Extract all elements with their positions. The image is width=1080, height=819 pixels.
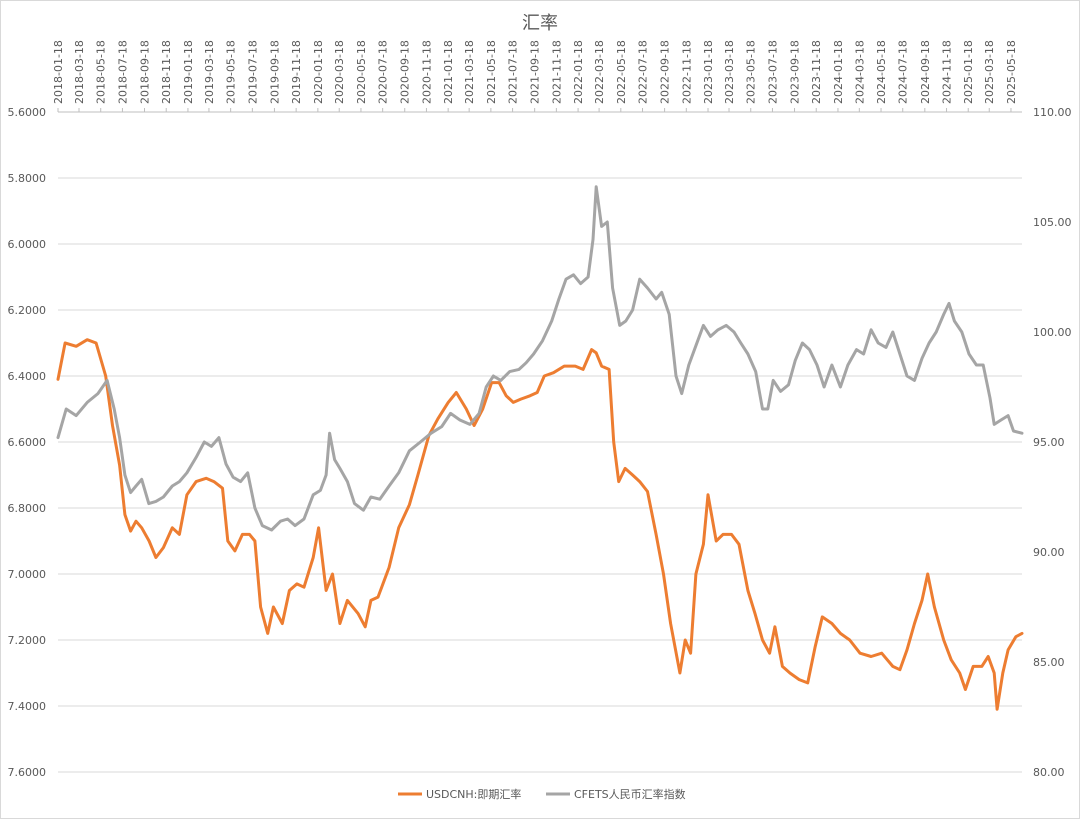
y-left-tick-label: 6.0000 xyxy=(8,238,47,251)
x-tick-label: 2024-01-18 xyxy=(832,40,845,104)
x-tick-label: 2020-11-18 xyxy=(420,40,433,104)
x-tick-label: 2019-07-18 xyxy=(246,40,259,104)
x-tick-label: 2020-09-18 xyxy=(399,40,412,104)
y-right-tick-label: 100.00 xyxy=(1033,326,1072,339)
x-tick-label: 2023-11-18 xyxy=(810,40,823,104)
x-tick-label: 2019-05-18 xyxy=(225,40,238,104)
y-left-tick-label: 7.4000 xyxy=(8,700,47,713)
y-left-tick-label: 7.0000 xyxy=(8,568,47,581)
x-tick-label: 2023-07-18 xyxy=(766,40,779,104)
x-tick-label: 2020-05-18 xyxy=(355,40,368,104)
x-tick-label: 2019-09-18 xyxy=(268,40,281,104)
x-tick-label: 2021-07-18 xyxy=(507,40,520,104)
x-tick-label: 2024-07-18 xyxy=(897,40,910,104)
x-tick-label: 2025-01-18 xyxy=(962,40,975,104)
y-right-tick-label: 105.00 xyxy=(1033,216,1072,229)
legend: USDCNH:即期汇率 CFETS人民币汇率指数 xyxy=(398,787,686,801)
x-tick-label: 2021-03-18 xyxy=(463,40,476,104)
x-tick-label: 2018-03-18 xyxy=(73,40,86,104)
x-tick-label: 2024-09-18 xyxy=(919,40,932,104)
chart-title: 汇率 xyxy=(522,13,558,34)
y-left-tick-label: 7.6000 xyxy=(8,766,47,779)
x-tick-label: 2022-03-18 xyxy=(593,40,606,104)
x-tick-label: 2023-05-18 xyxy=(745,40,758,104)
x-tick-label: 2019-03-18 xyxy=(203,40,216,104)
y-left-tick-label: 6.8000 xyxy=(8,502,47,515)
y-right-tick-label: 90.00 xyxy=(1033,546,1065,559)
x-tick-label: 2022-11-18 xyxy=(680,40,693,104)
series-lines xyxy=(56,185,1024,711)
x-tick-label: 2021-01-18 xyxy=(442,40,455,104)
y-left-tick-label: 6.6000 xyxy=(8,436,47,449)
y-axis-left: 5.6000 5.8000 6.0000 6.2000 6.4000 6.6000 6.80… xyxy=(8,106,47,779)
y-left-tick-label: 5.8000 xyxy=(8,172,47,185)
x-tick-label: 2020-03-18 xyxy=(333,40,346,104)
x-tick-label: 2024-03-18 xyxy=(853,40,866,104)
x-tick-label: 2020-07-18 xyxy=(377,40,390,104)
y-left-tick-label: 6.4000 xyxy=(8,370,47,383)
x-tick-label: 2023-03-18 xyxy=(723,40,736,104)
y-left-tick-label: 5.6000 xyxy=(8,106,47,119)
x-tick-label: 2018-09-18 xyxy=(139,40,152,104)
x-tick-label: 2019-01-18 xyxy=(182,40,195,104)
y-left-tick-label: 6.2000 xyxy=(8,304,47,317)
x-tick-label: 2019-11-18 xyxy=(290,40,303,104)
y-right-tick-label: 80.00 xyxy=(1033,766,1065,779)
x-tick-label: 2022-01-18 xyxy=(572,40,585,104)
usdcnh-line xyxy=(56,338,1024,711)
x-tick-label: 2025-03-18 xyxy=(983,40,996,104)
legend-label: USDCNH:即期汇率 xyxy=(426,787,521,801)
x-tick-label: 2022-05-18 xyxy=(615,40,628,104)
x-tick-label: 2018-11-18 xyxy=(160,40,173,104)
x-tick-label: 2022-07-18 xyxy=(637,40,650,104)
y-left-tick-label: 7.2000 xyxy=(8,634,47,647)
x-tick-label: 2022-09-18 xyxy=(659,40,672,104)
legend-label: CFETS人民币汇率指数 xyxy=(574,787,686,801)
x-tick-label: 2020-01-18 xyxy=(312,40,325,104)
y-axis-right: 110.00 105.00 100.00 95.00 90.00 85.00 80.00 xyxy=(1033,106,1072,779)
x-tick-label: 2018-07-18 xyxy=(116,40,129,104)
y-right-tick-label: 85.00 xyxy=(1033,656,1065,669)
x-tick-label: 2021-11-18 xyxy=(550,40,563,104)
x-tick-label: 2024-05-18 xyxy=(875,40,888,104)
x-tick-label: 2018-05-18 xyxy=(95,40,108,104)
x-tick-label: 2018-01-18 xyxy=(52,40,65,104)
cfets-index-line xyxy=(56,185,1024,532)
y-right-tick-label: 110.00 xyxy=(1033,106,1072,119)
x-tick-label: 2023-01-18 xyxy=(702,40,715,104)
x-tick-label: 2024-11-18 xyxy=(941,40,954,104)
x-tick-label: 2021-05-18 xyxy=(485,40,498,104)
x-tick-label: 2023-09-18 xyxy=(789,40,802,104)
x-tick-label: 2021-09-18 xyxy=(529,40,542,104)
x-tick-label: 2025-05-18 xyxy=(1005,40,1018,104)
y-right-tick-label: 95.00 xyxy=(1033,436,1065,449)
x-axis: 2018-01-18 2018-03-18 2018-05-18 2018-07-18… xyxy=(52,40,1022,113)
